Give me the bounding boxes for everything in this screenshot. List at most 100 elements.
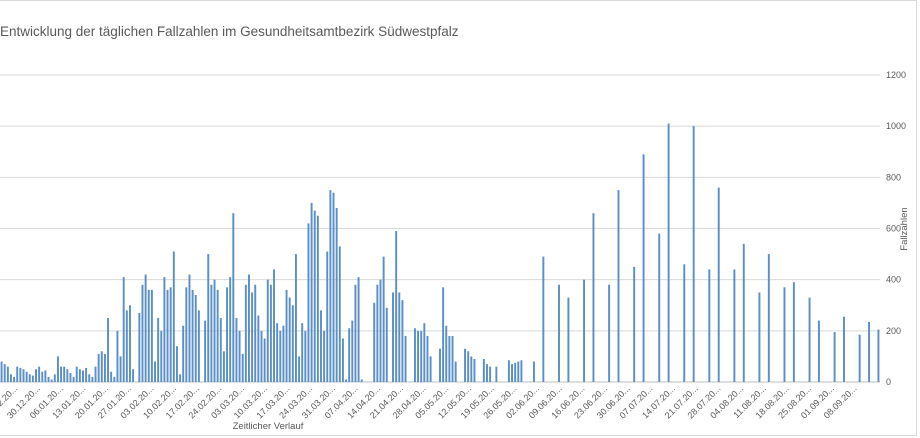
- bar: [294, 254, 297, 382]
- bar: [60, 366, 63, 382]
- bar: [235, 318, 238, 382]
- bar: [13, 376, 16, 382]
- bar: [301, 323, 304, 382]
- bar: [592, 213, 595, 382]
- bar: [833, 332, 836, 382]
- bar: [138, 312, 141, 382]
- bar: [733, 269, 736, 382]
- bar: [222, 351, 225, 382]
- bar: [122, 277, 125, 382]
- bar: [269, 284, 272, 382]
- y-tick-label: 1000: [886, 121, 906, 131]
- bar: [72, 376, 75, 382]
- x-axis-title: Zeitlicher Verlauf: [233, 421, 304, 432]
- x-axis-ticks: 23.12.20...30.12.20...06.01.20...13.01.2…: [0, 383, 859, 420]
- bar: [248, 274, 250, 382]
- bar: [125, 310, 128, 382]
- bar: [567, 297, 570, 382]
- bar: [429, 356, 432, 382]
- bar: [532, 361, 535, 382]
- bar: [16, 366, 19, 382]
- bar: [107, 318, 110, 382]
- bar: [110, 371, 113, 382]
- bar: [257, 315, 260, 382]
- bar: [157, 318, 160, 382]
- bar: [38, 366, 41, 382]
- bar: [175, 346, 178, 382]
- bar: [482, 358, 485, 382]
- bar: [868, 321, 871, 382]
- bar: [783, 287, 786, 382]
- bar: [489, 366, 492, 382]
- bar: [392, 292, 394, 382]
- bar: [160, 330, 163, 382]
- bar: [213, 279, 216, 382]
- bar: [320, 310, 322, 382]
- bar: [94, 366, 97, 382]
- bar: [808, 297, 811, 382]
- bar: [91, 376, 94, 382]
- bar: [520, 360, 523, 382]
- bar: [50, 379, 53, 382]
- bar: [357, 277, 360, 382]
- bar: [244, 284, 247, 382]
- bar: [767, 254, 770, 382]
- bar: [47, 376, 50, 382]
- bar: [254, 284, 257, 382]
- bar: [166, 289, 169, 382]
- bar: [517, 361, 520, 382]
- bar: [69, 373, 72, 382]
- bar: [56, 356, 59, 382]
- bar: [467, 351, 470, 382]
- bar: [298, 356, 301, 382]
- bar: [163, 277, 166, 382]
- bar: [291, 305, 294, 382]
- bars: [0, 123, 880, 383]
- bar: [304, 330, 307, 382]
- bar: [843, 316, 845, 382]
- bar: [191, 289, 194, 382]
- bar: [141, 284, 144, 382]
- y-axis-ticks: 0 200 400 600 800 1000 1200: [886, 70, 906, 387]
- bar: [877, 329, 880, 382]
- bar: [470, 356, 473, 382]
- bar: [197, 310, 200, 382]
- bar: [758, 292, 761, 382]
- bar: [426, 335, 429, 382]
- bar: [288, 297, 291, 382]
- bar: [128, 305, 131, 382]
- y-tick-label: 600: [886, 224, 901, 234]
- bar: [78, 369, 81, 382]
- bar: [448, 335, 451, 382]
- bar: [251, 292, 254, 382]
- bar: [486, 364, 488, 382]
- bar: [395, 231, 398, 382]
- bar: [97, 353, 100, 382]
- bar: [154, 361, 156, 382]
- bar: [9, 374, 12, 382]
- bar: [708, 269, 711, 382]
- bar: [194, 295, 197, 382]
- bar: [219, 318, 222, 382]
- bar: [473, 358, 476, 382]
- bar: [25, 371, 28, 382]
- bar: [260, 330, 263, 382]
- bar: [185, 287, 188, 382]
- chart-title: Entwicklung der täglichen Fallzahlen im …: [0, 24, 459, 39]
- bar: [3, 364, 6, 382]
- bar: [276, 323, 279, 382]
- bar: [169, 287, 172, 382]
- bar: [226, 287, 229, 382]
- bar: [116, 330, 119, 382]
- bar: [413, 328, 416, 382]
- bar: [454, 361, 457, 382]
- bar: [232, 213, 235, 382]
- bar: [354, 284, 357, 382]
- bar: [495, 366, 498, 382]
- bar: [542, 256, 545, 382]
- bar: [514, 362, 517, 382]
- bar: [144, 274, 147, 382]
- bar: [273, 269, 275, 382]
- bar: [792, 282, 795, 382]
